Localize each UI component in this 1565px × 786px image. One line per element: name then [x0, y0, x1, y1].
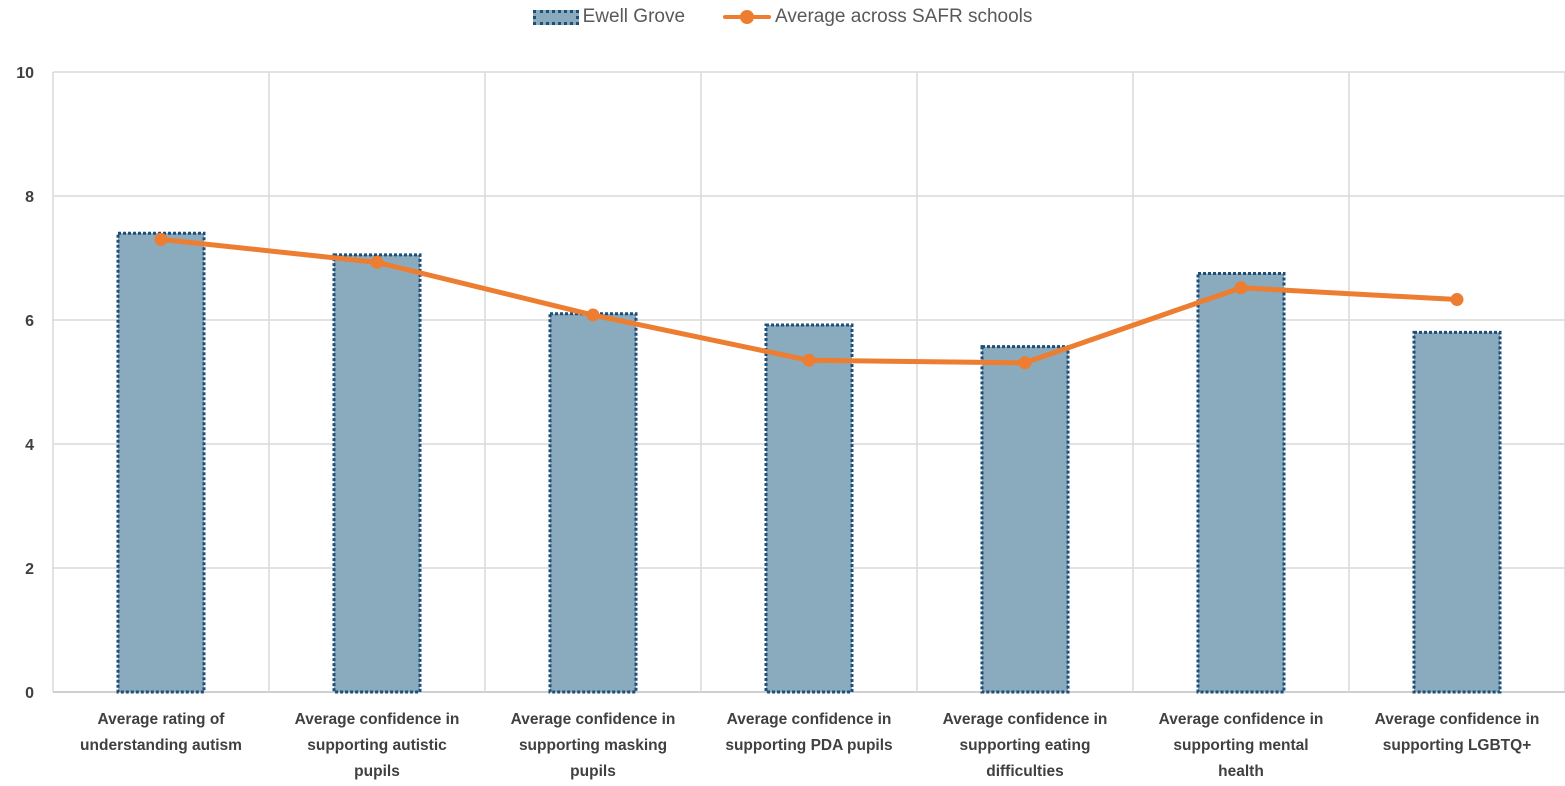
y-tick-label: 4	[25, 437, 34, 454]
legend-line-swatch	[723, 9, 772, 25]
legend: Ewell Grove Average across SAFR schools	[0, 4, 1565, 30]
legend-line-label: Average across SAFR schools	[775, 6, 1033, 27]
line-point	[370, 255, 384, 269]
x-tick-label: Average confidence in supporting eating di…	[943, 711, 1108, 780]
line-point	[1018, 356, 1032, 370]
y-tick-label: 2	[25, 561, 34, 578]
x-tick-label: Average confidence in supporting mental he…	[1159, 711, 1324, 780]
y-tick-label: 8	[25, 189, 34, 206]
x-tick-label: Average confidence in supporting masking p…	[511, 711, 676, 780]
x-tick-label: Average confidence in supporting LGBTQ+	[1375, 711, 1540, 754]
bar	[764, 323, 854, 694]
line-point	[586, 308, 600, 322]
bar	[548, 312, 638, 694]
legend-bar-label: Ewell Grove	[582, 6, 686, 27]
bar	[980, 345, 1070, 694]
line-point	[154, 232, 168, 246]
legend-item-line: Average across SAFR schools	[723, 6, 1032, 28]
line-point	[1450, 293, 1464, 307]
bar	[1196, 272, 1286, 694]
x-tick-label: Average confidence in supporting PDA pupi…	[725, 711, 892, 754]
bar	[1412, 330, 1502, 694]
line-point	[1234, 281, 1248, 295]
x-tick-label: Average confidence in supporting autistic…	[295, 711, 460, 780]
x-tick-label: Average rating of understanding autism	[80, 711, 242, 754]
legend-bar-swatch	[532, 9, 579, 25]
y-tick-label: 0	[25, 685, 34, 702]
line-point	[802, 353, 816, 367]
y-tick-label: 10	[16, 65, 34, 82]
bar	[116, 231, 206, 694]
y-tick-label: 6	[25, 313, 34, 330]
bar	[332, 253, 422, 694]
legend-item-bar: Ewell Grove	[532, 6, 686, 28]
